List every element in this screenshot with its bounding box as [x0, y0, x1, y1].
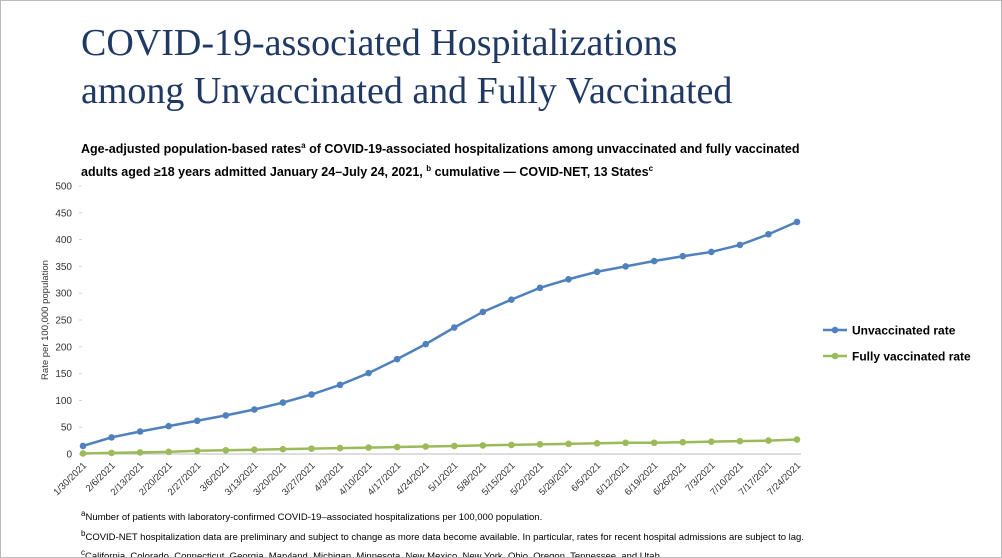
- y-axis-label: Rate per 100,000 population: [40, 260, 51, 380]
- data-point: [108, 449, 115, 457]
- subtitle: Age-adjusted population-based ratesa of …: [81, 136, 826, 182]
- data-point: [308, 445, 315, 452]
- data-point: [450, 324, 458, 331]
- footnote-text: Number of patients with laboratory-confi…: [85, 512, 543, 524]
- footnote: bCOVID-NET hospitalization data are prel…: [81, 526, 804, 546]
- data-point: [736, 437, 744, 445]
- data-point: [565, 440, 572, 448]
- footnotes: aNumber of patients with laboratory-conf…: [81, 506, 804, 558]
- y-tick-label: 400: [55, 235, 72, 246]
- y-tick-label: 0: [66, 450, 72, 461]
- data-point: [708, 248, 715, 256]
- x-tick-label: 1/30/2021: [51, 460, 89, 498]
- superscript: c: [648, 164, 654, 174]
- data-point: [565, 275, 572, 283]
- data-point: [593, 268, 601, 276]
- data-point: [765, 437, 772, 444]
- data-point: [336, 381, 344, 389]
- data-point: [251, 446, 258, 454]
- data-point: [508, 296, 515, 303]
- data-point: [479, 308, 487, 316]
- superscript: b: [426, 164, 432, 174]
- data-point: [765, 230, 772, 238]
- y-tick-label: 350: [55, 262, 72, 273]
- data-point: [222, 446, 230, 454]
- title: COVID-19-associated Hospitalizations amon…: [81, 19, 732, 115]
- data-point: [79, 450, 87, 457]
- data-point: [708, 438, 715, 445]
- footnote-text: California, Colorado, Connecticut, Georg…: [85, 551, 663, 558]
- footnote: cCalifornia, Colorado, Connecticut, Geor…: [81, 545, 804, 558]
- footnote-text: COVID-NET hospitalization data are preli…: [85, 531, 804, 543]
- data-point: [508, 441, 515, 449]
- x-tick-label: 5/1/2021: [426, 460, 460, 494]
- data-point: [593, 439, 601, 447]
- data-point: [365, 369, 372, 377]
- data-point: [251, 406, 258, 413]
- footnote-mark: a: [81, 509, 86, 518]
- subtitle-text: of COVID-19-associated hospitalizations …: [81, 142, 800, 180]
- footnote: aNumber of patients with laboratory-conf…: [81, 506, 804, 526]
- data-point: [79, 442, 87, 450]
- series-line: [82, 438, 798, 455]
- data-point: [422, 340, 430, 348]
- data-point: [365, 444, 372, 451]
- data-point: [308, 391, 315, 398]
- legend-label: Fully vaccinated rate: [852, 350, 971, 364]
- data-point: [393, 443, 401, 451]
- y-tick-label: 100: [55, 396, 72, 407]
- y-tick-label: 50: [61, 423, 73, 434]
- y-tick-label: 500: [55, 182, 72, 193]
- data-point: [479, 442, 487, 449]
- footnote-mark: b: [81, 528, 86, 538]
- y-tick-label: 300: [55, 289, 72, 300]
- data-point: [622, 439, 629, 447]
- title-line: COVID-19-associated Hospitalizations: [81, 22, 678, 64]
- subtitle-text: cumulative — COVID-NET, 13 States: [431, 165, 649, 180]
- data-point: [336, 444, 344, 452]
- data-point: [193, 417, 201, 425]
- data-point: [165, 422, 172, 430]
- data-point: [793, 218, 801, 226]
- y-tick-label: 150: [55, 369, 72, 380]
- data-point: [679, 438, 687, 446]
- data-point: [679, 252, 687, 260]
- data-point: [165, 448, 172, 456]
- data-point: [536, 284, 544, 292]
- y-tick-label: 250: [55, 316, 72, 327]
- data-point: [422, 443, 430, 450]
- legend-marker: [831, 352, 839, 360]
- subtitle-text: Age-adjusted population-based rates: [81, 142, 302, 157]
- data-point: [136, 428, 144, 435]
- data-point: [193, 447, 201, 455]
- title-line: among Unvaccinated and Fully Vaccinated: [81, 70, 733, 112]
- data-point: [393, 355, 401, 363]
- legend-label: Unvaccinated rate: [852, 324, 956, 338]
- data-point: [536, 441, 544, 448]
- superscript: a: [301, 141, 306, 150]
- data-point: [279, 399, 287, 406]
- data-point: [650, 257, 658, 265]
- series-line: [82, 220, 798, 448]
- data-point: [108, 434, 115, 441]
- data-point: [650, 439, 658, 447]
- y-tick-label: 200: [55, 342, 72, 353]
- y-tick-label: 450: [55, 208, 72, 219]
- data-point: [450, 442, 458, 450]
- data-point: [622, 263, 629, 270]
- data-point: [136, 449, 144, 456]
- data-point: [793, 436, 801, 443]
- footnote-mark: c: [81, 548, 85, 558]
- data-point: [279, 445, 287, 453]
- data-point: [736, 241, 744, 249]
- legend-marker: [831, 326, 839, 334]
- data-point: [222, 412, 230, 419]
